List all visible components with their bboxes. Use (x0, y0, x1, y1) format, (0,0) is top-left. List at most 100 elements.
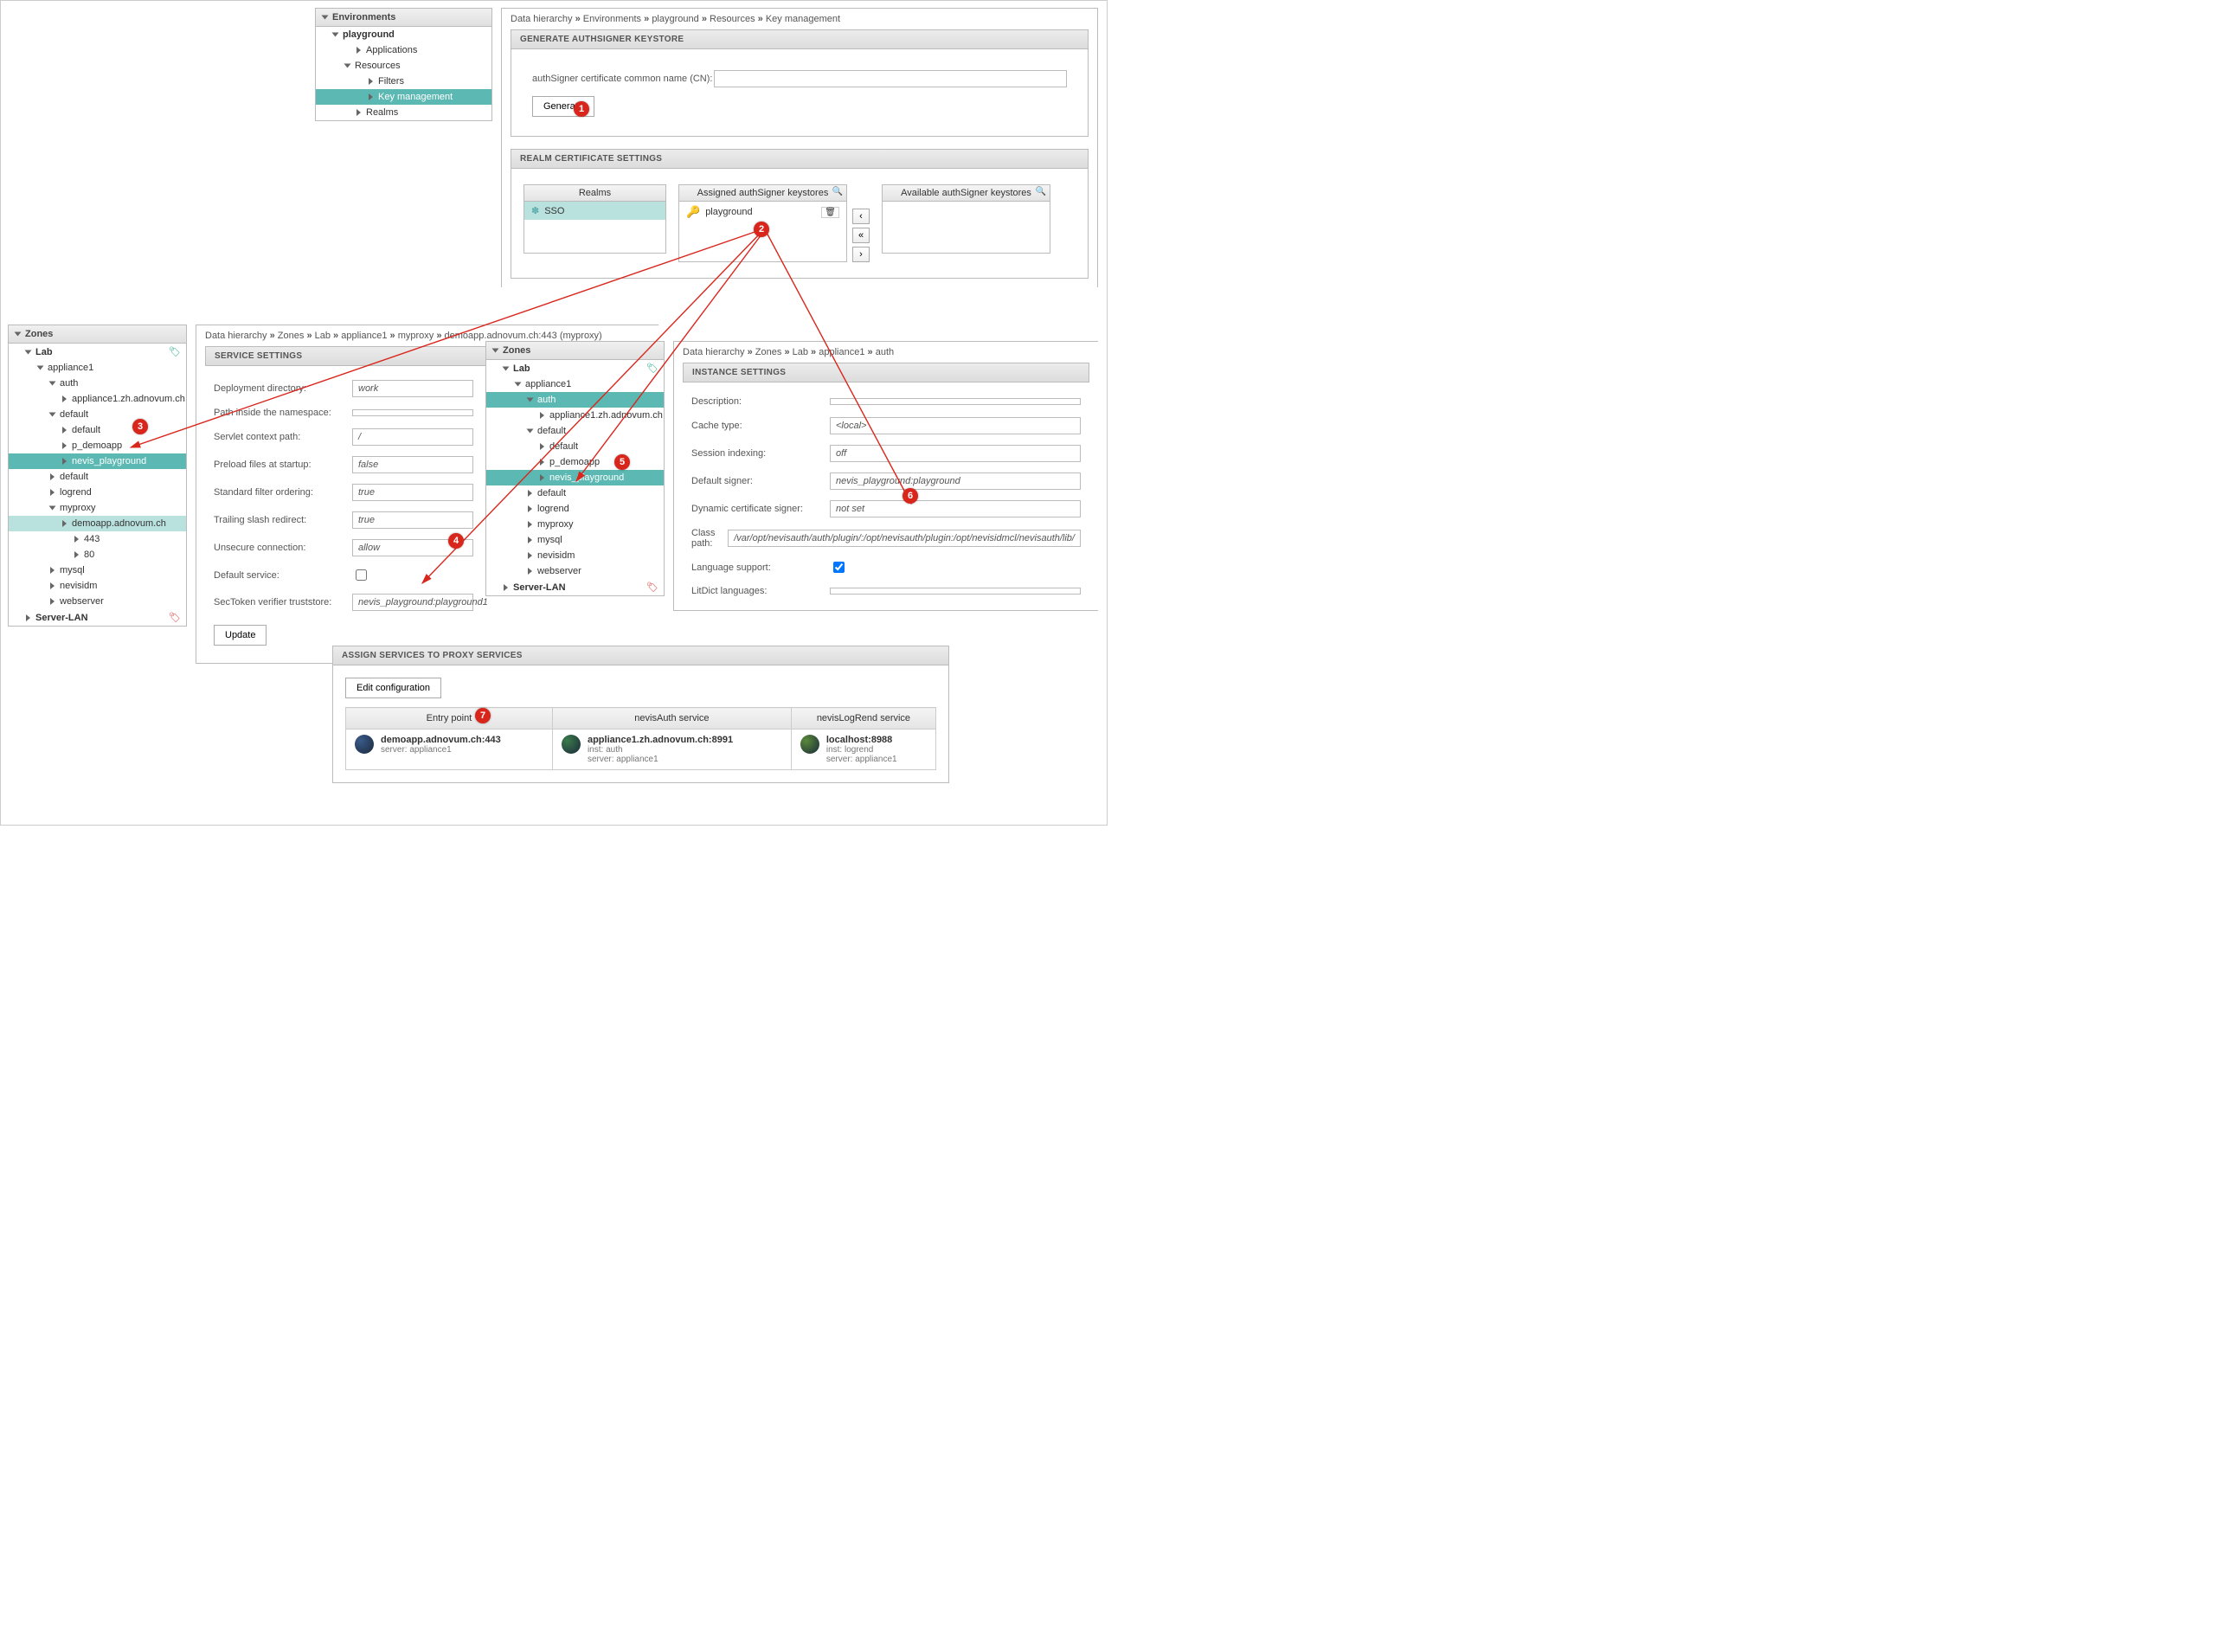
move-right-button[interactable]: › (852, 247, 870, 262)
svc-label: Default service: (214, 570, 352, 581)
svc-label: Standard filter ordering: (214, 487, 352, 498)
key-icon: 🔑 (686, 205, 700, 219)
environments-tree-panel: Environments playground ApplicationsReso… (315, 8, 492, 121)
svc-input[interactable]: work (352, 380, 473, 397)
zones-node[interactable]: webserver (486, 563, 664, 579)
assign-head: ASSIGN SERVICES TO PROXY SERVICES (333, 646, 948, 665)
zones-node[interactable]: p_demoapp (9, 438, 186, 453)
badge-6: 6 (902, 488, 918, 504)
environments-title: Environments (316, 9, 491, 27)
badge-7: 7 (475, 708, 491, 723)
move-both-button[interactable]: « (852, 228, 870, 243)
cn-input[interactable] (714, 70, 1067, 87)
realms-item-sso[interactable]: ✽SSO (524, 202, 665, 220)
zones-node[interactable]: default (486, 439, 664, 454)
env-node[interactable]: Applications (316, 42, 491, 58)
env-node[interactable]: Realms (316, 105, 491, 120)
zones-node[interactable]: default (486, 485, 664, 501)
zones-node[interactable]: logrend (486, 501, 664, 517)
assign-col: nevisAuth service (552, 708, 791, 730)
svc-label: Unsecure connection: (214, 543, 352, 553)
inst-input[interactable]: <local> (830, 417, 1081, 434)
zones-node[interactable]: Server-LAN🏷 (9, 609, 186, 626)
realms-listbox[interactable]: Realms ✽SSO (523, 184, 666, 254)
zones-node[interactable]: nevisidm (9, 578, 186, 594)
assign-cell: demoapp.adnovum.ch:443server: appliance1 (346, 730, 553, 770)
zones-node[interactable]: Server-LAN🏷 (486, 579, 664, 595)
zones-node[interactable]: webserver (9, 594, 186, 609)
svc-input[interactable]: false (352, 456, 473, 473)
cn-label: authSigner certificate common name (CN): (532, 74, 714, 84)
svc-input[interactable]: true (352, 511, 473, 529)
zones-node[interactable]: nevis_playground (486, 470, 664, 485)
inst-input[interactable]: /var/opt/nevisauth/auth/plugin/:/opt/nev… (728, 530, 1081, 547)
gen-keystore-head: GENERATE AUTHSIGNER KEYSTORE (511, 29, 1089, 49)
svc-input[interactable]: true (352, 484, 473, 501)
assign-table: Entry pointnevisAuth servicenevisLogRend… (345, 707, 936, 770)
inst-label: Description: (691, 396, 830, 407)
zones-node[interactable]: default (9, 469, 186, 485)
badge-2: 2 (754, 222, 769, 237)
update-button[interactable]: Update (214, 625, 267, 646)
badge-1: 1 (574, 101, 589, 117)
edit-config-button[interactable]: Edit configuration (345, 678, 441, 698)
zones-node[interactable]: nevis_playground (9, 453, 186, 469)
env-node[interactable]: Key management (316, 89, 491, 105)
instance-breadcrumb: Data hierarchy » Zones » Lab » appliance… (674, 342, 1098, 363)
svc-label: Preload files at startup: (214, 460, 352, 470)
zones-node[interactable]: default (486, 423, 664, 439)
zones-mid-panel: Zones Lab🏷appliance1authappliance1.zh.ad… (485, 341, 665, 596)
inst-input[interactable] (830, 588, 1081, 595)
svc-checkbox[interactable] (356, 569, 367, 581)
zones-node[interactable]: auth (486, 392, 664, 408)
inst-input[interactable] (830, 398, 1081, 405)
zones-left-title: Zones (9, 325, 186, 344)
zones-node[interactable]: demoapp.adnovum.ch (9, 516, 186, 531)
move-left-button[interactable]: ‹ (852, 209, 870, 224)
zones-node[interactable]: logrend (9, 485, 186, 500)
zones-node[interactable]: appliance1.zh.adnovum.ch (486, 408, 664, 423)
env-node[interactable]: Resources (316, 58, 491, 74)
zones-node[interactable]: mysql (486, 532, 664, 548)
svc-input[interactable] (352, 409, 473, 416)
zones-node[interactable]: appliance1.zh.adnovum.ch (9, 391, 186, 407)
zones-node[interactable]: p_demoapp (486, 454, 664, 470)
svc-label: Trailing slash redirect: (214, 515, 352, 525)
inst-checkbox[interactable] (833, 562, 845, 573)
inst-input[interactable]: nevis_playground:playground (830, 472, 1081, 490)
env-node[interactable]: Filters (316, 74, 491, 89)
zones-node[interactable]: Lab🏷 (9, 344, 186, 360)
trash-icon[interactable]: 🗑 (821, 207, 839, 218)
zones-node[interactable]: default (9, 422, 186, 438)
zones-node[interactable]: default (9, 407, 186, 422)
zones-node[interactable]: 80 (9, 547, 186, 562)
assigned-item-playground[interactable]: 🔑playground🗑 (679, 202, 846, 222)
inst-label: Session indexing: (691, 448, 830, 459)
realm-settings-head: REALM CERTIFICATE SETTINGS (511, 149, 1089, 169)
zones-node[interactable]: Lab🏷 (486, 360, 664, 376)
zones-node[interactable]: 443 (9, 531, 186, 547)
zones-node[interactable]: myproxy (9, 500, 186, 516)
keymgmt-panel: Data hierarchy » Environments » playgrou… (501, 8, 1098, 287)
assign-cell: localhost:8988inst: logrendserver: appli… (791, 730, 935, 770)
zones-node[interactable]: appliance1 (486, 376, 664, 392)
svc-input[interactable]: / (352, 428, 473, 446)
env-node-playground[interactable]: playground (316, 27, 491, 42)
instance-settings-panel: Data hierarchy » Zones » Lab » appliance… (673, 341, 1098, 611)
available-listbox[interactable]: Available authSigner keystores🔍 (882, 184, 1050, 254)
svc-input[interactable]: nevis_playground:playground1 (352, 594, 473, 611)
inst-input[interactable]: off (830, 445, 1081, 462)
zones-node[interactable]: appliance1 (9, 360, 186, 376)
available-head: Available authSigner keystores🔍 (883, 185, 1050, 202)
inst-input[interactable]: not set (830, 500, 1081, 517)
zones-node[interactable]: nevisidm (486, 548, 664, 563)
zones-node[interactable]: mysql (9, 562, 186, 578)
svc-label: Path inside the namespace: (214, 408, 352, 418)
zones-left-panel: Zones Lab🏷appliance1authappliance1.zh.ad… (8, 325, 187, 627)
badge-3: 3 (132, 419, 148, 434)
inst-label: Cache type: (691, 421, 830, 431)
keymgmt-breadcrumb: Data hierarchy » Environments » playgrou… (502, 9, 1097, 29)
svc-label: SecToken verifier truststore: (214, 597, 352, 607)
zones-node[interactable]: auth (9, 376, 186, 391)
zones-node[interactable]: myproxy (486, 517, 664, 532)
